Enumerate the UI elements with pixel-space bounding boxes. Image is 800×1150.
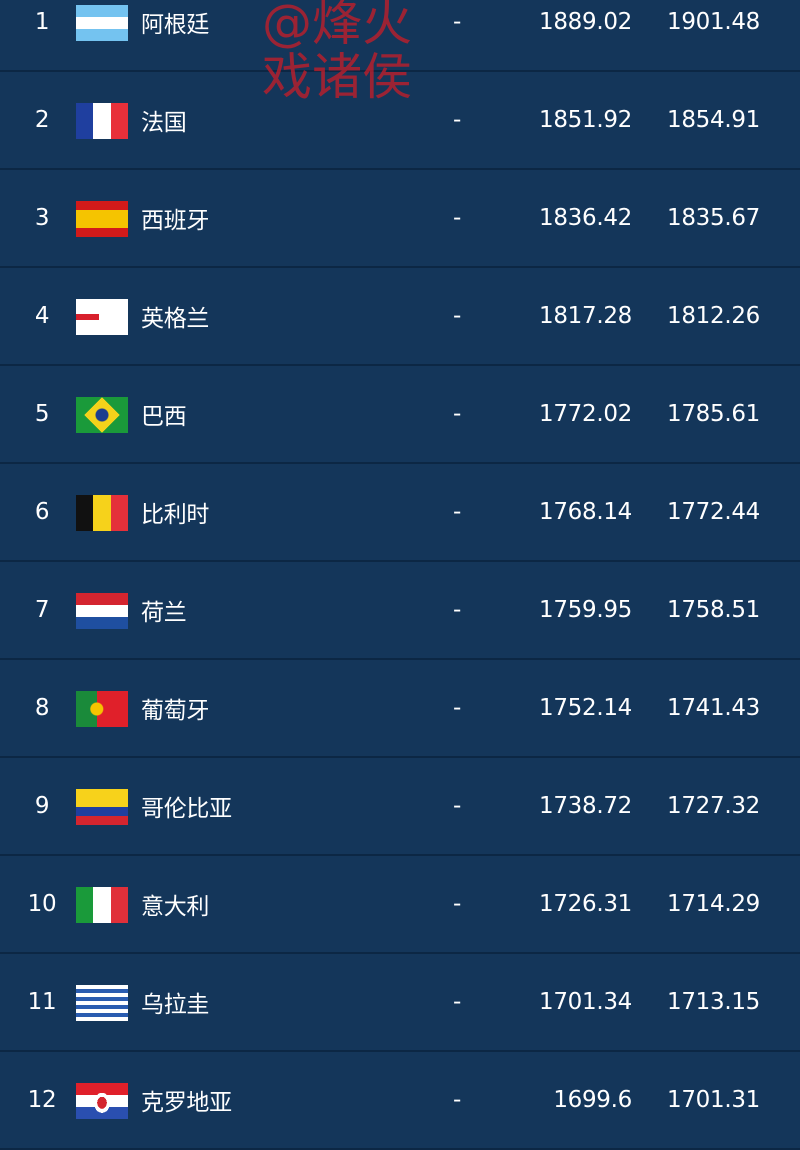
previous-points: 1772.02 [538,401,632,427]
table-row[interactable]: 12 克罗地亚 - 1699.6 1701.31 [0,1052,800,1150]
uruguay-flag-icon [76,985,128,1021]
current-points: 1713.15 [666,989,760,1015]
current-points: 1714.29 [666,891,760,917]
rank-change: - [453,9,461,35]
rank-change: - [453,1087,461,1113]
current-points: 1741.43 [666,695,760,721]
team-name: 哥伦比亚 [141,796,232,822]
table-row[interactable]: 4 英格兰 - 1817.28 1812.26 [0,268,800,366]
croatia-flag-icon [76,1083,128,1119]
team-name: 乌拉圭 [141,992,210,1018]
rank-change: - [453,205,461,231]
rank: 10 [27,891,57,917]
brazil-flag-icon [76,397,128,433]
italy-flag-icon [76,887,128,923]
team-name: 巴西 [141,404,187,430]
team-name: 比利时 [141,502,210,528]
portugal-flag-icon [76,691,128,727]
current-points: 1901.48 [666,9,760,35]
rank: 8 [34,695,50,721]
team-name: 克罗地亚 [141,1090,232,1116]
current-points: 1758.51 [666,597,760,623]
rank: 1 [34,9,50,35]
rank: 6 [34,499,50,525]
table-row[interactable]: 11 乌拉圭 - 1701.34 1713.15 [0,954,800,1052]
rank: 7 [34,597,50,623]
previous-points: 1836.42 [538,205,632,231]
rank-change: - [453,793,461,819]
current-points: 1701.31 [666,1087,760,1113]
rank: 2 [34,107,50,133]
previous-points: 1752.14 [538,695,632,721]
table-row[interactable]: 9 哥伦比亚 - 1738.72 1727.32 [0,758,800,856]
table-row[interactable]: 3 西班牙 - 1836.42 1835.67 [0,170,800,268]
team-name: 阿根廷 [141,12,210,38]
previous-points: 1738.72 [538,793,632,819]
table-row[interactable]: 6 比利时 - 1768.14 1772.44 [0,464,800,562]
current-points: 1785.61 [666,401,760,427]
current-points: 1772.44 [666,499,760,525]
team-name: 葡萄牙 [141,698,210,724]
current-points: 1854.91 [666,107,760,133]
rank: 3 [34,205,50,231]
table-row[interactable]: 1 阿根廷 - 1889.02 1901.48 [0,0,800,72]
argentina-flag-icon [76,5,128,41]
rank-change: - [453,499,461,525]
rank-change: - [453,695,461,721]
previous-points: 1701.34 [538,989,632,1015]
rank-change: - [453,597,461,623]
rank: 11 [27,989,57,1015]
table-row[interactable]: 7 荷兰 - 1759.95 1758.51 [0,562,800,660]
previous-points: 1851.92 [538,107,632,133]
rank: 9 [34,793,50,819]
rank: 4 [34,303,50,329]
rank-change: - [453,401,461,427]
rank: 12 [27,1087,57,1113]
team-name: 西班牙 [141,208,210,234]
netherlands-flag-icon [76,593,128,629]
colombia-flag-icon [76,789,128,825]
table-row[interactable]: 8 葡萄牙 - 1752.14 1741.43 [0,660,800,758]
current-points: 1812.26 [666,303,760,329]
rank: 5 [34,401,50,427]
team-name: 荷兰 [141,600,187,626]
team-name: 法国 [141,110,187,136]
belgium-flag-icon [76,495,128,531]
previous-points: 1889.02 [538,9,632,35]
england-flag-icon [76,299,128,335]
previous-points: 1759.95 [538,597,632,623]
rank-change: - [453,303,461,329]
rank-change: - [453,891,461,917]
current-points: 1835.67 [666,205,760,231]
rank-change: - [453,107,461,133]
france-flag-icon [76,103,128,139]
previous-points: 1768.14 [538,499,632,525]
table-row[interactable]: 2 法国 - 1851.92 1854.91 [0,72,800,170]
rank-change: - [453,989,461,1015]
previous-points: 1726.31 [538,891,632,917]
previous-points: 1817.28 [538,303,632,329]
current-points: 1727.32 [666,793,760,819]
team-name: 英格兰 [141,306,210,332]
spain-flag-icon [76,201,128,237]
table-row[interactable]: 5 巴西 - 1772.02 1785.61 [0,366,800,464]
table-row[interactable]: 10 意大利 - 1726.31 1714.29 [0,856,800,954]
previous-points: 1699.6 [553,1087,632,1113]
team-name: 意大利 [141,894,210,920]
